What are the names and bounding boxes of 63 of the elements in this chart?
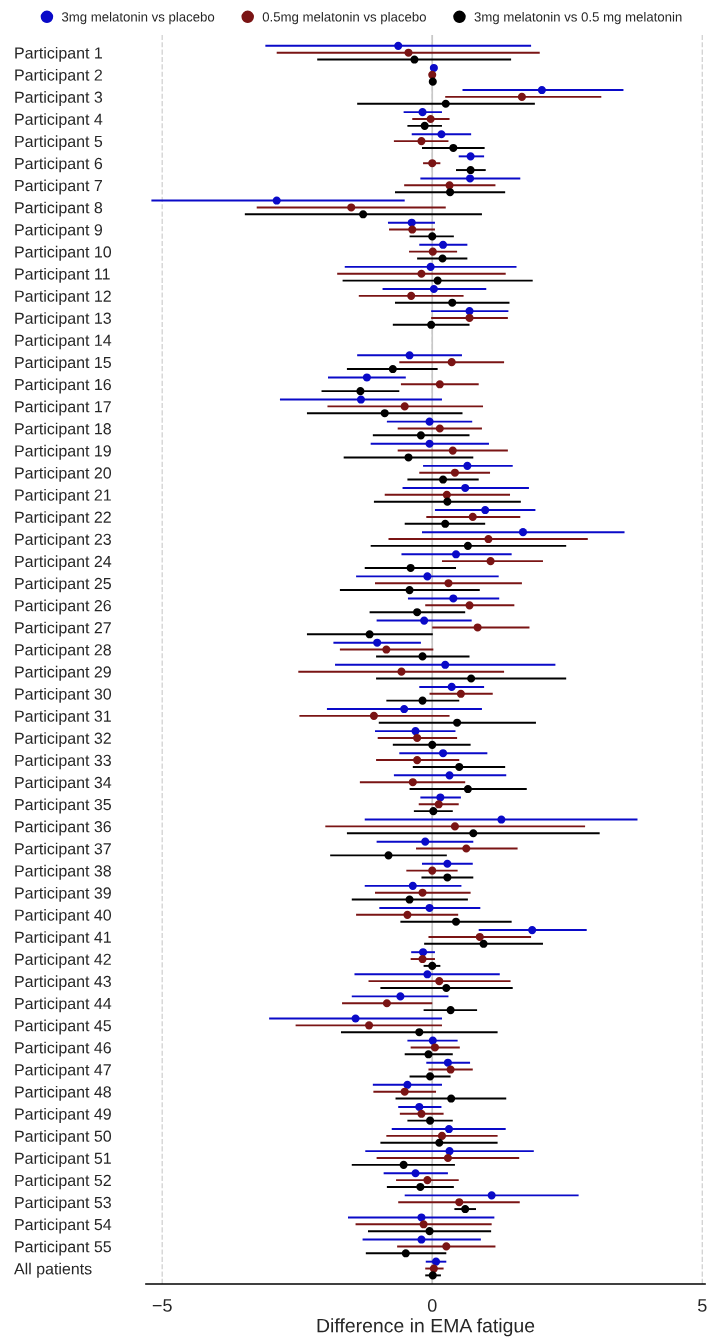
- y-tick-label: Participant 32: [15, 732, 111, 748]
- y-tick-label: Participant 2: [15, 69, 102, 84]
- legend-label: 3mg melatonin vs 0.5 mg melatonin: [474, 11, 682, 25]
- y-tick-label: Participant 13: [15, 312, 111, 328]
- y-tick-label: Participant 35: [15, 798, 111, 814]
- x-tick-label: −5: [152, 1299, 172, 1312]
- y-tick-label: Participant 36: [15, 820, 111, 836]
- y-tick-label: Participant 6: [15, 157, 103, 173]
- y-tick-label: Participant 27: [15, 621, 111, 637]
- y-tick-label: Participant 48: [15, 1085, 111, 1101]
- y-tick-label: Participant 8: [15, 201, 103, 217]
- y-tick-label: Participant 55: [15, 1240, 111, 1256]
- y-tick-label: Participant 28: [15, 643, 111, 659]
- y-tick-label: Participant 3: [15, 91, 103, 106]
- y-tick-label: Participant 30: [15, 687, 112, 703]
- y-tick-label: Participant 54: [15, 1218, 112, 1234]
- y-tick-label: Participant 1: [15, 46, 102, 62]
- y-tick-label: Participant 50: [15, 1130, 112, 1145]
- y-tick-label: Participant 11: [15, 267, 110, 283]
- y-tick-label: Participant 46: [15, 1041, 111, 1057]
- y-tick-label: Participant 43: [15, 975, 111, 991]
- y-tick-label: Participant 7: [15, 179, 102, 195]
- legend-label: 3mg melatonin vs placebo: [61, 11, 215, 25]
- y-tick-label: Participant 9: [15, 223, 103, 239]
- y-tick-label: Participant 17: [15, 400, 111, 416]
- y-tick-label: Participant 15: [15, 356, 111, 372]
- y-tick-label: Participant 44: [15, 997, 112, 1013]
- y-tick-label: Participant 23: [15, 533, 111, 549]
- y-tick-label: Participant 53: [15, 1196, 111, 1212]
- y-tick-label: Participant 51: [15, 1152, 111, 1168]
- y-tick-label: Participant 42: [15, 953, 111, 969]
- y-tick-label: Participant 33: [15, 754, 111, 770]
- y-tick-label: Participant 37: [15, 842, 111, 858]
- y-tick-label: Participant 12: [15, 290, 111, 305]
- y-tick-label: Participant 40: [15, 909, 112, 924]
- y-tick-label: Participant 38: [15, 864, 111, 880]
- y-tick-label: Participant 10: [15, 245, 112, 261]
- y-tick-label: Participant 39: [15, 886, 111, 902]
- y-tick-label: Participant 31: [15, 710, 111, 725]
- y-tick-label: Participant 47: [15, 1063, 111, 1079]
- y-tick-label: Participant 4: [15, 113, 103, 129]
- y-tick-label: Participant 34: [15, 776, 112, 792]
- y-tick-label: Participant 21: [15, 489, 111, 504]
- y-tick-label: Participant 22: [15, 511, 111, 527]
- legend-label: 0.5mg melatonin vs placebo: [262, 11, 426, 25]
- y-tick-label: Participant 14: [15, 334, 112, 350]
- x-axis-title: Difference in EMA fatigue: [317, 1318, 535, 1337]
- y-tick-label: Participant 19: [15, 444, 111, 460]
- y-tick-label: Participant 24: [15, 555, 112, 571]
- y-tick-label: Participant 45: [15, 1019, 111, 1035]
- y-tick-label: Participant 49: [15, 1107, 111, 1123]
- x-tick-label: 5: [698, 1299, 707, 1312]
- y-tick-label: Participant 41: [15, 931, 111, 947]
- y-tick-label: Participant 26: [15, 599, 111, 615]
- y-tick-label: Participant 29: [15, 665, 111, 681]
- y-tick-label: All patients: [14, 1262, 92, 1278]
- y-tick-label: Participant 25: [15, 577, 111, 593]
- y-tick-label: Participant 5: [15, 135, 103, 151]
- y-tick-label: Participant 16: [15, 378, 111, 394]
- y-tick-label: Participant 20: [15, 466, 112, 482]
- y-tick-label: Participant 52: [15, 1174, 111, 1190]
- x-tick-label: 0: [427, 1299, 437, 1312]
- y-tick-label: Participant 18: [15, 422, 111, 438]
